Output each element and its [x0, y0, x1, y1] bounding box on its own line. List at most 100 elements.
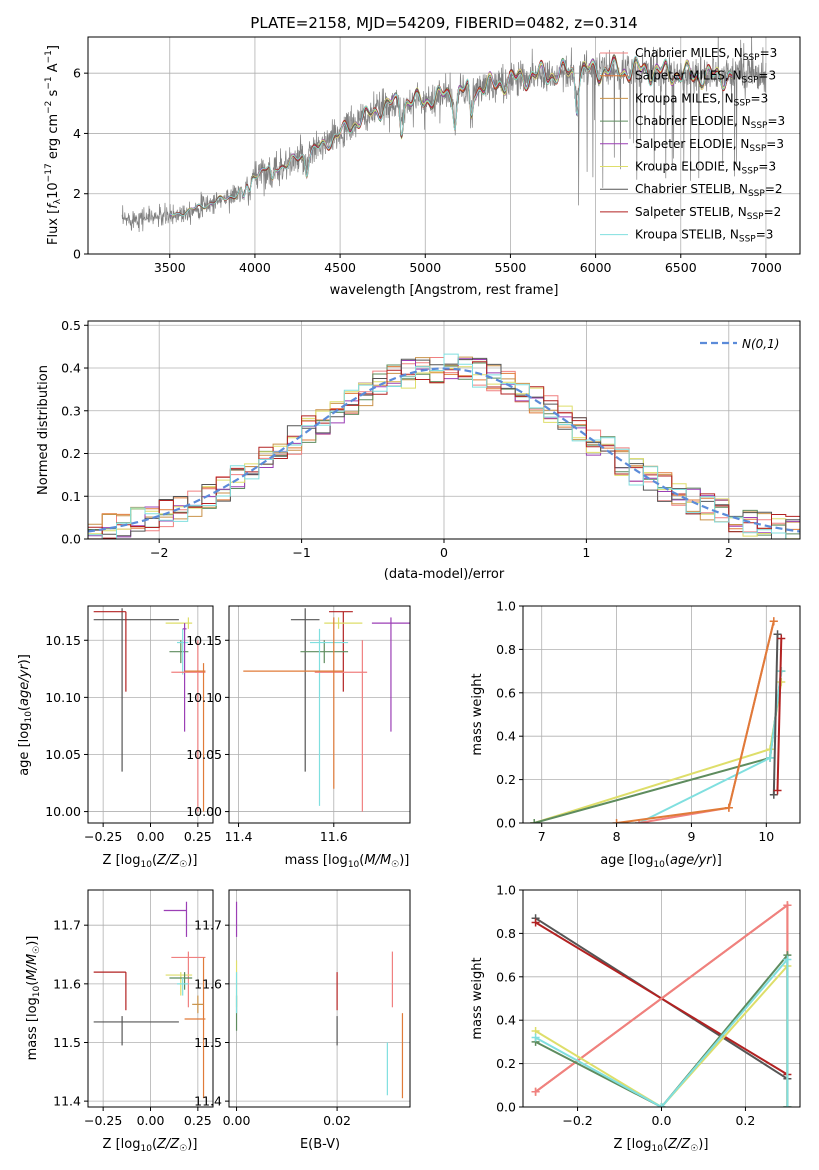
x-tick-label: 6000 [580, 260, 612, 275]
x-tick-label: 5000 [409, 260, 441, 275]
y-tick-label: 11.5 [194, 1035, 222, 1050]
x-axis-label: (data-model)/error [384, 567, 505, 582]
series-chabrier-stelib [769, 630, 782, 799]
marker-chabrier-stelib [769, 790, 778, 799]
y-tick-label: 0.6 [496, 685, 516, 700]
errorbar-salpeter-elodie [182, 623, 187, 732]
legend-entry-kroupa-miles: Kroupa MILES, NSSP=3 [635, 91, 768, 108]
y-tick-label: 10.15 [45, 633, 81, 648]
legend-entry-chabrier-elodie: Chabrier ELODIE, NSSP=3 [635, 114, 785, 131]
chart-age-vs-mass: 11.4 11.6 10.00 10.05 10.10 10.15 mass [log10(… [186, 605, 411, 870]
errorbar-salpeter-miles [184, 663, 206, 812]
y-tick-label: 10.10 [186, 690, 222, 705]
x-axis-label: Z [log10(Z/Z☉)] [103, 853, 198, 870]
plot-area [243, 608, 410, 812]
marker-kroupa-stelib [531, 1033, 540, 1042]
errorbar-kroupa-stelib [177, 628, 189, 675]
chart-weight-vs-z: −0.2 0.0 0.2 0.0 0.2 0.4 0.6 0.8 1.0 mass weight Z… [470, 883, 801, 1154]
normal-curve [88, 367, 800, 533]
y-tick-label: 0.5 [61, 318, 81, 333]
hist-kroupa-stelib [88, 353, 800, 539]
plot-area [531, 901, 792, 1107]
line-kroupa-stelib [535, 956, 789, 1107]
chart-age-vs-z: −0.25 0.00 0.25 10.00 10.05 10.10 10.15 Z [log1… [17, 605, 214, 870]
x-tick-label: 5500 [495, 260, 527, 275]
marker-salpeter-miles [769, 617, 778, 626]
legend-entry-kroupa-stelib: Kroupa STELIB, NSSP=3 [635, 228, 773, 245]
legend-entry-chabrier-stelib: Chabrier STELIB, NSSP=2 [635, 182, 783, 199]
x-tick-label: 0.25 [184, 1113, 212, 1128]
plot-area [235, 901, 404, 1099]
series-salpeter-miles [612, 617, 778, 823]
x-tick-label: 9 [687, 829, 695, 844]
y-tick-label: 11.4 [194, 1094, 222, 1109]
y-tick-label: 10.10 [45, 690, 81, 705]
plot-area [121, 37, 767, 233]
marker-salpeter-stelib [773, 786, 782, 795]
errorbar-chabrier-elodie [169, 640, 189, 664]
errorbar-chabrier-miles [171, 951, 206, 1008]
x-axis-label: age [log10(age/yr)] [600, 853, 722, 870]
chart-weight-vs-age: 7 8 9 10 0.0 0.2 0.4 0.6 0.8 1.0 mass weight age [l… [470, 599, 801, 870]
errorbar-salpeter-stelib [93, 971, 127, 1011]
y-tick-label: 0.2 [496, 772, 516, 787]
y-tick-label: 10.05 [45, 747, 81, 762]
errorbar-kroupa-stelib [309, 628, 349, 806]
x-tick-label: 11.6 [320, 829, 348, 844]
x-axis-label: wavelength [Angstrom, rest frame] [330, 283, 559, 298]
marker-salpeter-miles [612, 819, 621, 823]
chart-spectrum: 3500 4000 4500 5000 5500 6000 6500 7000 0 2 4 6 Chab… [44, 36, 801, 298]
legend-entry-salpeter-elodie: Salpeter ELODIE, NSSP=3 [635, 137, 784, 154]
y-tick-label: 0.8 [496, 926, 516, 941]
axes-frame [228, 605, 411, 824]
marker-chabrier-miles [531, 1087, 540, 1096]
errorbar-kroupa-elodie [324, 617, 363, 629]
marker-chabrier-elodie [530, 819, 539, 823]
hist-salpeter-stelib [88, 361, 800, 539]
x-tick-label: 0.00 [223, 1113, 251, 1128]
x-tick-label: 1 [582, 545, 590, 560]
x-tick-label: 8 [613, 829, 621, 844]
plot-area [530, 617, 786, 823]
x-tick-label: −0.25 [84, 1113, 122, 1128]
y-tick-label: 0.6 [496, 969, 516, 984]
y-tick-label: 6 [73, 66, 81, 81]
legend-entry-salpeter-stelib: Salpeter STELIB, NSSP=2 [635, 205, 781, 222]
y-tick-label: 0.3 [61, 403, 81, 418]
chart-mass-vs-z: −0.25 0.00 0.25 11.4 11.5 11.6 11.7 Z [log10(Z/… [25, 889, 214, 1154]
x-tick-label: 0.02 [323, 1113, 351, 1128]
marker-kroupa-elodie [777, 677, 786, 686]
plot-area [88, 353, 800, 539]
y-tick-label: 2 [73, 186, 81, 201]
legend-entry-salpeter-miles: Salpeter MILES, NSSP=3 [635, 69, 776, 86]
y-tick-label: 0.4 [61, 361, 81, 376]
plot-area [93, 608, 206, 812]
legend-entry-chabrier-miles: Chabrier MILES, NSSP=3 [635, 46, 777, 63]
x-tick-label: 10 [758, 829, 774, 844]
axes-frame [87, 36, 801, 255]
series-kroupa-stelib [531, 955, 792, 1107]
y-tick-label: 11.6 [53, 976, 81, 991]
marker-kroupa-stelib [783, 1103, 792, 1107]
y-axis-label: Normed distribution [36, 365, 51, 495]
x-tick-label: 0.00 [137, 1113, 165, 1128]
y-tick-label: 0 [73, 247, 81, 262]
x-tick-label: 7000 [750, 260, 782, 275]
y-tick-label: 0.0 [496, 816, 516, 831]
y-tick-label: 1.0 [496, 883, 516, 898]
y-tick-label: 11.7 [194, 918, 222, 933]
axes-frame [228, 889, 411, 1108]
x-tick-label: 0.25 [184, 829, 212, 844]
x-tick-label: 0 [440, 545, 448, 560]
y-tick-label: 0.4 [496, 729, 516, 744]
y-tick-label: 0.4 [496, 1013, 516, 1028]
marker-chabrier-miles [783, 901, 792, 910]
y-axis-label: mass weight [470, 673, 485, 755]
y-axis-label: mass weight [470, 957, 485, 1039]
marker-salpeter-stelib [531, 918, 540, 927]
y-tick-label: 0.0 [61, 532, 81, 547]
y-tick-label: 10.05 [186, 747, 222, 762]
y-tick-label: 0.2 [496, 1056, 516, 1071]
y-axis-label: mass [log10(M/M☉)] [25, 936, 42, 1061]
